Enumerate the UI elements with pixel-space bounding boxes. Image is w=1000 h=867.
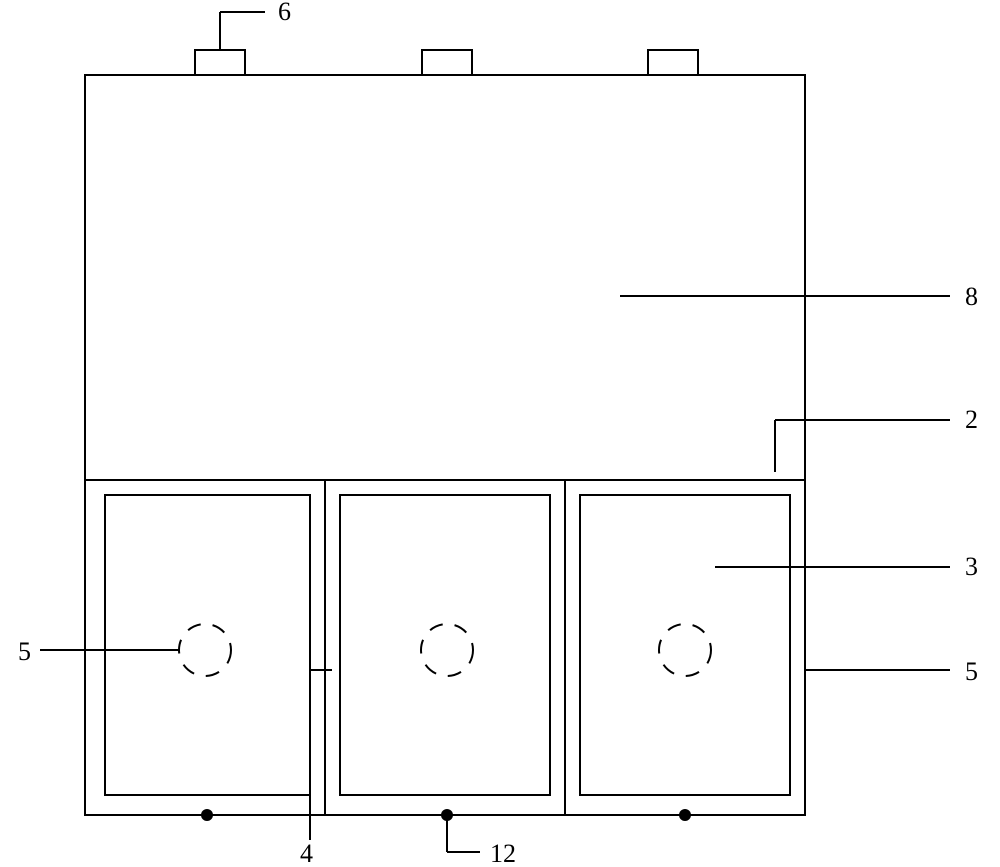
leader-5-left-label: 5 [18,637,31,666]
outer-housing [85,75,805,815]
bottom-dot-1 [441,809,453,821]
handle-circle-2 [659,624,711,676]
leader-6-label: 6 [278,0,291,26]
leader-3-label: 3 [965,552,978,581]
top-tab-0 [195,50,245,75]
bottom-dot-2 [679,809,691,821]
leader-5-right-label: 5 [965,657,978,686]
handle-circle-1 [421,624,473,676]
leader-2-label: 2 [965,405,978,434]
inner-door-1 [340,495,550,795]
leader-8-label: 8 [965,282,978,311]
inner-door-2 [580,495,790,795]
inner-door-0 [105,495,310,795]
leader-4-label: 4 [300,839,313,867]
bottom-dot-0 [201,809,213,821]
handle-circle-0 [179,624,231,676]
top-tab-2 [648,50,698,75]
top-tab-1 [422,50,472,75]
leader-12-label: 12 [490,839,516,867]
